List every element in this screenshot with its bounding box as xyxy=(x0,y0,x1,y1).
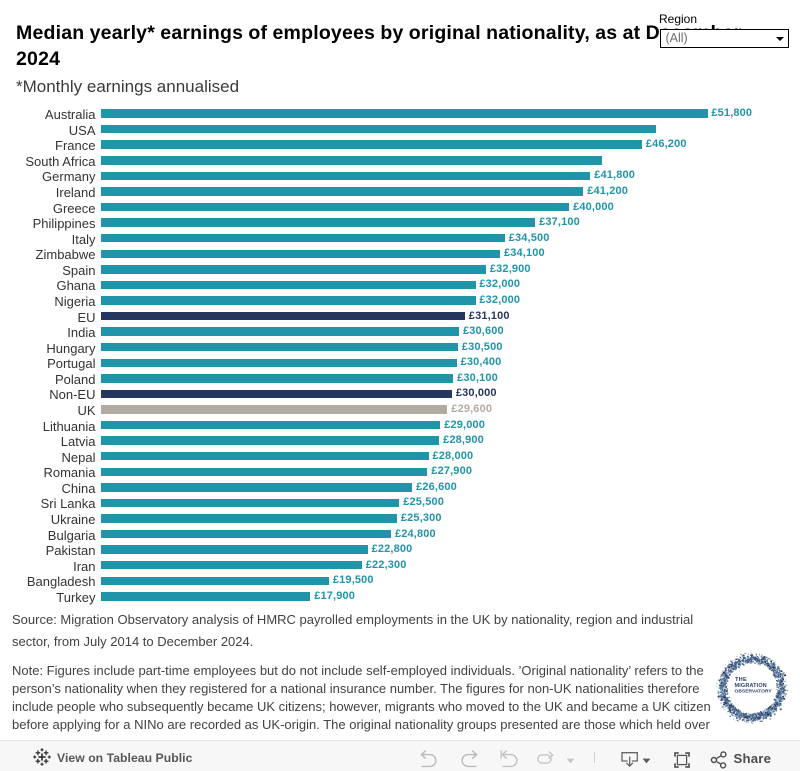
svg-text:MIGRATION: MIGRATION xyxy=(735,683,767,689)
svg-text:OBSERVATORY: OBSERVATORY xyxy=(735,689,773,695)
svg-text:THE: THE xyxy=(735,677,747,683)
